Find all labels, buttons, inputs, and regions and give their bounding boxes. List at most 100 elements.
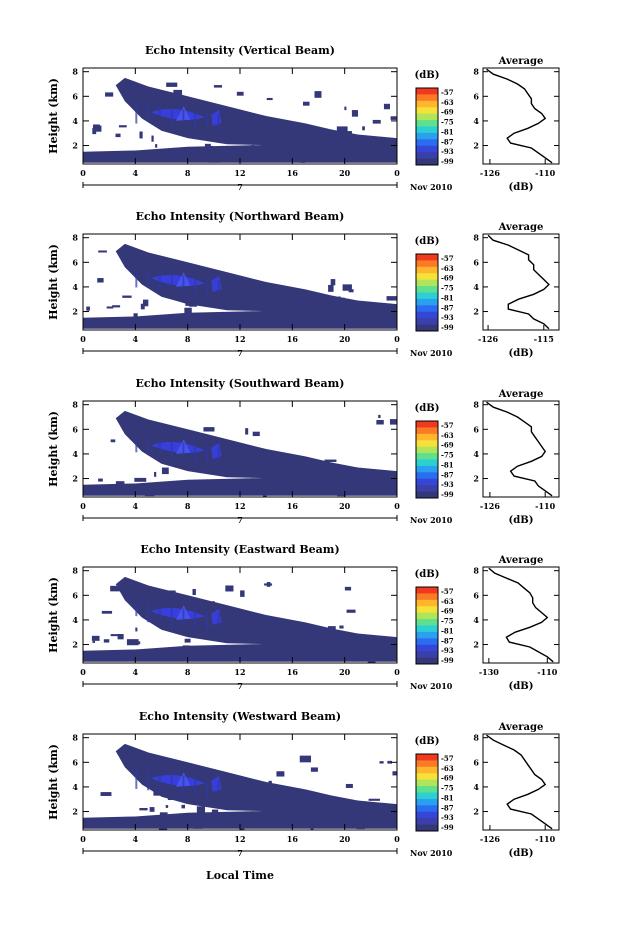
colorbar-swatch: [416, 811, 438, 819]
y-tick-label: 6: [72, 257, 78, 267]
colorbar-swatch: [416, 792, 438, 800]
x-tick-label: 0: [80, 168, 86, 178]
date-suffix-label: Nov 2010: [410, 515, 453, 525]
colorbar-unit: (dB): [415, 736, 440, 747]
colorbar-tick-label: -63: [441, 98, 454, 107]
y-axis-label: Height (km): [47, 744, 60, 820]
x-tick-label: 4: [133, 168, 139, 178]
colorbar-swatch: [416, 798, 438, 806]
y-axis-label: Height (km): [47, 244, 60, 320]
colorbar-swatch: [416, 88, 438, 95]
x-tick-label: 20: [339, 834, 351, 844]
colorbar-swatch: [416, 305, 438, 313]
colorbar-tick-label: -99: [441, 656, 454, 665]
y-tick-label: 4: [72, 782, 78, 792]
average-y-tick-label: 2: [473, 640, 479, 650]
colorbar-tick-label: -69: [441, 108, 454, 117]
colorbar-swatch: [416, 478, 438, 486]
colorbar-tick-label: -75: [441, 284, 454, 293]
y-tick-label: 4: [72, 615, 78, 625]
colorbar-tick-label: -87: [441, 803, 454, 812]
average-y-tick-label: 4: [473, 282, 479, 292]
panel-5: Echo Intensity (Westward Beam) Height (km…: [47, 710, 560, 859]
colorbar-swatch: [416, 145, 438, 153]
colorbar-tick-label: -87: [441, 636, 454, 645]
average-x-tick-label: -126: [478, 334, 498, 344]
colorbar-tick-label: -69: [441, 274, 454, 283]
x-tick-label: 0: [394, 334, 400, 344]
x-tick-label: 4: [133, 834, 139, 844]
average-frame: [482, 566, 560, 664]
colorbar-tick-label: -75: [441, 451, 454, 460]
colorbar-swatch: [416, 126, 438, 134]
average-y-tick-label: 8: [473, 400, 479, 410]
colorbar-swatch: [416, 465, 438, 473]
average-y-tick-label: 2: [473, 307, 479, 317]
colorbar: [415, 586, 439, 665]
colorbar-swatch: [416, 421, 438, 428]
average-xlabel: (dB): [509, 348, 534, 359]
x-tick-label: 0: [80, 334, 86, 344]
colorbar: [415, 420, 439, 499]
colorbar-tick-label: -63: [441, 431, 454, 440]
colorbar-tick-label: -63: [441, 764, 454, 773]
colorbar-swatch: [416, 472, 438, 480]
x-tick-label: 8: [185, 667, 191, 677]
colorbar-tick-label: -99: [441, 823, 454, 832]
colorbar-unit: (dB): [415, 569, 440, 580]
colorbar-swatch: [416, 779, 438, 787]
colorbar-swatch: [416, 266, 438, 274]
average-profile-line: [488, 567, 554, 663]
colorbar-tick-label: -81: [441, 626, 454, 635]
average-title: Average: [498, 56, 544, 67]
colorbar-swatch: [416, 158, 438, 166]
y-tick-label: 8: [72, 400, 78, 410]
colorbar-tick-label: -93: [441, 480, 454, 489]
colorbar-swatch: [416, 651, 438, 658]
average-title: Average: [498, 722, 544, 733]
y-tick-label: 6: [72, 590, 78, 600]
colorbar-swatch: [416, 152, 438, 159]
colorbar-swatch: [416, 292, 438, 300]
colorbar-tick-label: -93: [441, 147, 454, 156]
colorbar-swatch: [416, 446, 438, 454]
x-tick-label: 4: [133, 334, 139, 344]
x-tick-label: 16: [287, 501, 299, 511]
average-x-tick-label: -115: [534, 334, 554, 344]
colorbar-swatch: [416, 773, 438, 781]
x-tick-label: 20: [339, 667, 351, 677]
y-tick-label: 2: [72, 807, 78, 817]
colorbar-swatch: [416, 818, 438, 825]
x-tick-label: 16: [287, 834, 299, 844]
colorbar-tick-label: -57: [441, 254, 454, 263]
average-y-tick-label: 2: [473, 807, 479, 817]
average-x-tick-label: -130: [479, 667, 499, 677]
x-tick-label: 8: [185, 834, 191, 844]
colorbar-swatch: [416, 625, 438, 633]
average-y-tick-label: 6: [473, 424, 479, 434]
average-y-tick-label: 4: [473, 116, 479, 126]
colorbar-swatch: [416, 657, 438, 665]
date-day-label: 7: [237, 348, 243, 358]
average-xlabel: (dB): [509, 515, 534, 526]
colorbar: [415, 753, 439, 832]
colorbar-tick-label: -81: [441, 127, 454, 136]
colorbar-swatch: [416, 132, 438, 140]
average-y-tick-label: 6: [473, 590, 479, 600]
colorbar-swatch: [416, 606, 438, 614]
colorbar-tick-label: -87: [441, 470, 454, 479]
colorbar-unit: (dB): [415, 236, 440, 247]
colorbar-swatch: [416, 491, 438, 499]
average-y-tick-label: 6: [473, 257, 479, 267]
x-tick-label: 0: [394, 667, 400, 677]
colorbar-swatch: [416, 279, 438, 287]
panel-title: Echo Intensity (Eastward Beam): [140, 543, 339, 556]
colorbar-swatch: [416, 440, 438, 448]
average-y-tick-label: 6: [473, 91, 479, 101]
y-tick-label: 8: [72, 67, 78, 77]
colorbar-swatch: [416, 286, 438, 293]
y-axis-label: Height (km): [47, 411, 60, 487]
colorbar-tick-label: -75: [441, 617, 454, 626]
colorbar-swatch: [416, 644, 438, 652]
